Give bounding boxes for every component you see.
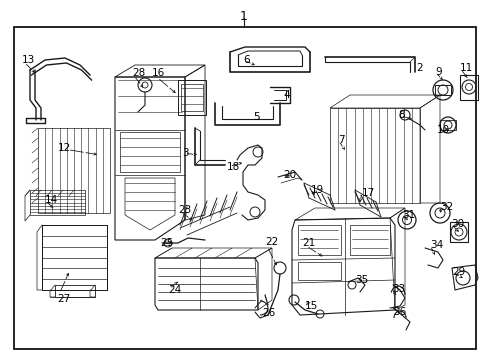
Text: 33: 33: [391, 284, 405, 294]
Text: 36: 36: [392, 307, 406, 317]
Text: 11: 11: [459, 63, 472, 73]
Bar: [55, 285, 95, 297]
Bar: [42, 225, 107, 290]
Text: 20: 20: [283, 170, 296, 180]
Bar: [30, 190, 85, 215]
Text: 2: 2: [415, 63, 422, 73]
Text: 7: 7: [337, 135, 344, 145]
Text: 19: 19: [310, 185, 324, 195]
Text: 15: 15: [305, 301, 318, 311]
Bar: [297, 262, 340, 280]
Text: 8: 8: [397, 110, 404, 120]
Text: 29: 29: [451, 267, 464, 277]
Text: 25: 25: [160, 238, 173, 248]
Text: 1: 1: [240, 10, 247, 23]
Bar: [349, 225, 389, 255]
Text: 26: 26: [262, 308, 275, 318]
Text: 27: 27: [57, 294, 70, 304]
Text: 30: 30: [450, 219, 463, 229]
Text: 6: 6: [243, 55, 249, 65]
Text: 23: 23: [178, 205, 191, 215]
Text: 5: 5: [252, 112, 259, 122]
Text: 32: 32: [439, 202, 452, 212]
Text: 17: 17: [361, 188, 374, 198]
Text: 12: 12: [58, 143, 71, 153]
Text: 4: 4: [283, 90, 289, 100]
Bar: [178, 80, 205, 115]
Text: 21: 21: [302, 238, 315, 248]
Bar: [297, 225, 340, 255]
Text: 3: 3: [182, 148, 188, 158]
Text: 35: 35: [354, 275, 367, 285]
Text: 16: 16: [152, 68, 165, 78]
Text: 9: 9: [434, 67, 441, 77]
Bar: [42, 225, 107, 290]
Text: 22: 22: [264, 237, 278, 247]
Bar: [14, 27, 475, 349]
Bar: [181, 84, 203, 111]
Text: 10: 10: [436, 125, 449, 135]
Text: 31: 31: [401, 210, 414, 220]
Text: 14: 14: [45, 195, 58, 205]
Text: 28: 28: [132, 68, 145, 78]
Text: 18: 18: [226, 162, 240, 172]
Text: 34: 34: [429, 240, 442, 250]
Bar: [329, 108, 419, 203]
Text: 13: 13: [22, 55, 35, 65]
Bar: [38, 128, 110, 213]
Text: 24: 24: [168, 285, 181, 295]
